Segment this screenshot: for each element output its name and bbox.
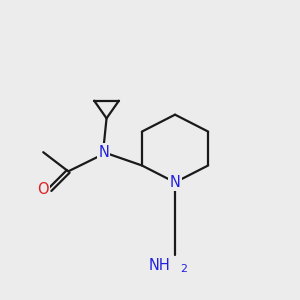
Text: NH: NH [149,258,171,273]
Text: N: N [169,175,181,190]
Text: 2: 2 [180,264,187,274]
Text: N: N [98,145,109,160]
Text: O: O [37,182,49,197]
